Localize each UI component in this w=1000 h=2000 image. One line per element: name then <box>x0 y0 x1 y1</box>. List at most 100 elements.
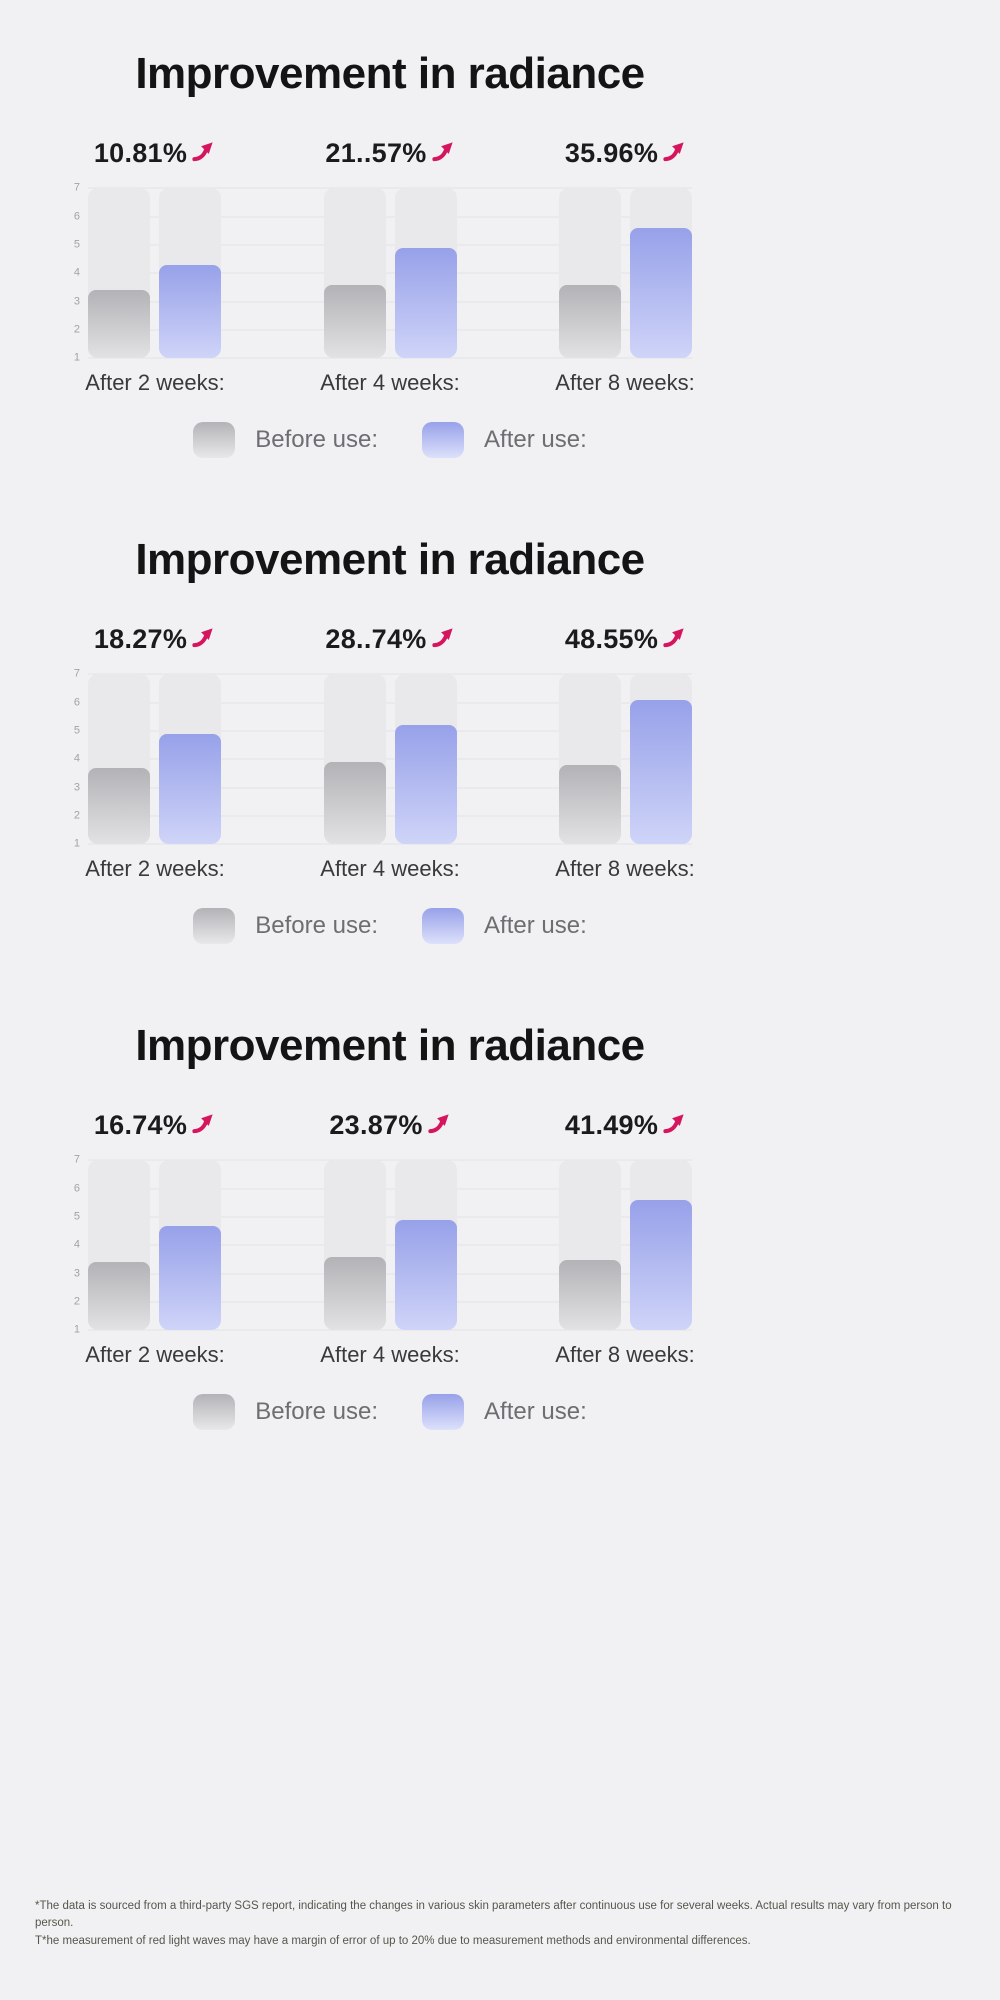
footnote-line-1: *The data is sourced from a third-party … <box>35 1900 952 1930</box>
gridline <box>88 1273 692 1275</box>
legend-before-label: Before use: <box>255 912 379 940</box>
labels-row: After 2 weeks: After 4 weeks: After 8 week… <box>40 1342 740 1368</box>
gridline <box>88 787 692 789</box>
before-bar-track <box>559 188 621 359</box>
y-axis-tick-label: 6 <box>73 1182 80 1195</box>
legend-before-label: Before use: <box>255 426 379 454</box>
improvement-value: 16.74% <box>93 1109 188 1140</box>
category-label: After 8 weeks: <box>555 1342 695 1368</box>
after-bar <box>159 733 221 845</box>
chart-title: Improvement in radiance <box>135 49 645 98</box>
chart-title: Improvement in radiance <box>135 1021 645 1070</box>
plot-area: 1 2 3 4 5 6 7 <box>74 1154 692 1335</box>
before-bar-track <box>88 1160 150 1331</box>
y-axis-tick-label: 3 <box>73 781 80 794</box>
gridline <box>88 730 692 732</box>
trend-up-arrow-icon <box>431 626 455 649</box>
bar-group <box>88 674 221 845</box>
stats-row: 18.27% 28..74% 48.55% <box>88 622 692 656</box>
y-axis-tick-label: 5 <box>73 238 80 251</box>
before-bar-track <box>88 188 150 359</box>
before-bar <box>559 1259 621 1331</box>
y-axis-tick-label: 1 <box>73 351 80 364</box>
y-axis-tick-label: 1 <box>73 837 80 850</box>
category-label: After 4 weeks: <box>320 1342 460 1368</box>
gridline <box>88 301 692 303</box>
stats-row: 10.81% 21..57% 35.96% <box>88 136 692 170</box>
improvement-stat: 28..74% <box>324 622 457 656</box>
chart-title: Improvement in radiance <box>135 535 645 584</box>
groups-row <box>88 188 692 359</box>
before-bar-track <box>323 1160 386 1331</box>
improvement-value: 41.49% <box>564 1109 659 1140</box>
legend-before-swatch <box>193 1394 236 1431</box>
gridlines: 1 2 3 4 5 6 7 <box>74 668 692 849</box>
legend-item-before: Before use: <box>193 1394 379 1431</box>
after-bar-track <box>159 1160 221 1331</box>
after-bar <box>159 1225 221 1331</box>
bar-group <box>88 188 221 359</box>
gridline <box>88 1216 692 1218</box>
y-axis-tick-label: 1 <box>73 1323 80 1336</box>
plot-area: 1 2 3 4 5 6 7 <box>74 668 692 849</box>
bar-group <box>559 674 692 845</box>
gridline <box>88 216 692 218</box>
y-axis-tick-label: 4 <box>73 1238 80 1251</box>
gridline <box>88 329 692 331</box>
y-axis-tick-label: 2 <box>73 1295 80 1308</box>
legend-before-label: Before use: <box>255 1398 379 1426</box>
improvement-value: 48.55% <box>564 623 659 654</box>
sections-host: Improvement in radiance 10.81% 21..57% 35.… <box>40 0 740 1458</box>
improvement-stat: 23.87% <box>324 1108 457 1142</box>
y-axis-tick-label: 7 <box>73 1153 80 1166</box>
before-bar <box>88 1262 150 1331</box>
before-bar <box>323 284 386 359</box>
after-bar-track <box>159 674 221 845</box>
after-bar <box>394 725 457 845</box>
before-bar <box>323 762 386 845</box>
after-bar-track <box>394 1160 457 1331</box>
gridline <box>88 1329 692 1331</box>
chart-section: Improvement in radiance 18.27% 28..74% 48.… <box>40 486 740 972</box>
trend-up-arrow-icon <box>192 1112 215 1135</box>
chart-section: Improvement in radiance 16.74% 23.87% 41.4… <box>40 972 740 1458</box>
y-axis-tick-label: 3 <box>73 1267 80 1280</box>
after-bar-track <box>630 188 692 359</box>
legend-item-after: After use: <box>422 1394 587 1431</box>
y-axis-tick-label: 4 <box>73 752 80 765</box>
improvement-value: 23.87% <box>329 1109 423 1140</box>
after-bar <box>159 264 221 359</box>
after-bar <box>630 1200 692 1331</box>
gridline <box>88 815 692 817</box>
after-bar <box>630 228 692 359</box>
before-bar-track <box>88 674 150 845</box>
after-bar-track <box>630 674 692 845</box>
legend-after-label: After use: <box>484 912 587 940</box>
gridline <box>88 673 692 675</box>
y-axis-tick-label: 6 <box>73 696 80 709</box>
footnote-line-2: T*he measurement of red light waves may … <box>35 1934 751 1947</box>
gridline <box>88 357 692 359</box>
legend-item-before: Before use: <box>193 908 379 945</box>
before-bar-track <box>323 674 386 845</box>
legend-after-swatch <box>422 422 465 459</box>
legend: Before use: After use: <box>88 908 692 945</box>
improvement-stat: 10.81% <box>88 136 221 170</box>
bar-group <box>88 1160 221 1331</box>
gridline <box>88 758 692 760</box>
improvement-value: 10.81% <box>93 137 188 168</box>
y-axis-tick-label: 6 <box>73 210 80 223</box>
improvement-stat: 18.27% <box>88 622 221 656</box>
y-axis-tick-label: 5 <box>73 1210 80 1223</box>
before-bar <box>88 767 150 845</box>
y-axis-tick-label: 7 <box>73 667 80 680</box>
gridline <box>88 843 692 845</box>
legend-after-swatch <box>422 908 465 945</box>
chart-body: 10.81% 21..57% 35.96% 1 2 3 4 5 6 7 After 2 week… <box>74 136 695 459</box>
trend-up-arrow-icon <box>428 1112 451 1135</box>
gridlines: 1 2 3 4 5 6 7 <box>74 182 692 363</box>
before-bar-track <box>559 1160 621 1331</box>
gridline <box>88 702 692 704</box>
y-axis-tick-label: 2 <box>73 323 80 336</box>
before-bar-track <box>323 188 386 359</box>
